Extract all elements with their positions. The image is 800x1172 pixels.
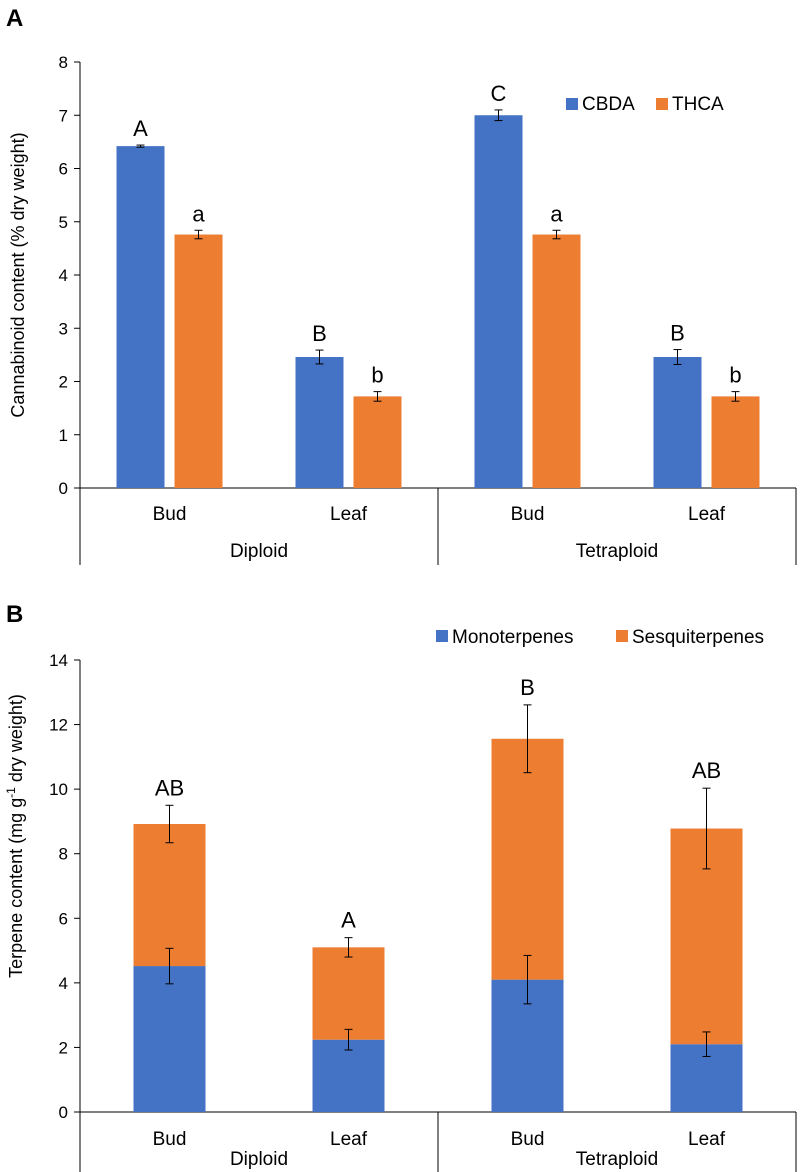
significance-letter: B bbox=[312, 321, 327, 346]
legend-swatch-sesquiterpenes bbox=[616, 630, 628, 642]
significance-letter: AB bbox=[155, 775, 184, 800]
bar-thca bbox=[353, 396, 402, 488]
group-label-b: Diploid bbox=[230, 1149, 288, 1170]
panel-label-b: B bbox=[6, 601, 23, 628]
panel-label-a: A bbox=[6, 5, 23, 32]
group-label-b: Tetraploid bbox=[576, 1149, 658, 1170]
significance-letter: A bbox=[341, 908, 356, 933]
category-label-a: Bud bbox=[153, 504, 187, 525]
significance-letter: a bbox=[192, 201, 205, 226]
y-tick-label-a: 5 bbox=[59, 213, 68, 232]
chart-b: 0 2 4 6 8 10 12 14 Bud Leaf Diploid Bud Leaf Tetraplo… bbox=[49, 627, 797, 1172]
group-label-a: Diploid bbox=[230, 541, 288, 562]
category-label-b: Leaf bbox=[330, 1129, 368, 1150]
significance-letter: b bbox=[729, 363, 741, 388]
bar-thca bbox=[174, 234, 223, 488]
y-tick-label-a: 1 bbox=[59, 426, 68, 445]
legend-label-cbda: CBDA bbox=[582, 94, 635, 115]
y-tick-label-b: 8 bbox=[59, 845, 68, 864]
category-label-a: Leaf bbox=[688, 504, 726, 525]
y-tick-label-a: 6 bbox=[59, 160, 68, 179]
significance-letter: A bbox=[133, 116, 148, 141]
y-tick-label-a: 3 bbox=[59, 319, 68, 338]
legend-swatch-cbda bbox=[566, 98, 578, 110]
bar-thca bbox=[711, 396, 760, 488]
y-axis-label-b-end: dry weight) bbox=[6, 694, 26, 787]
y-tick-label-b: 10 bbox=[49, 780, 68, 799]
y-tick-label-b: 6 bbox=[59, 909, 68, 928]
significance-letter: AB bbox=[692, 758, 721, 783]
legend-label-sesquiterpenes: Sesquiterpenes bbox=[632, 627, 764, 648]
bar-cbda bbox=[295, 357, 344, 488]
y-tick-label-a: 8 bbox=[59, 53, 68, 72]
bar-segment-sesquiterpenes bbox=[312, 947, 385, 1040]
y-axis-label-b-main: Terpene content (mg g bbox=[6, 798, 26, 978]
legend-swatch-monoterpenes bbox=[436, 630, 448, 642]
y-tick-label-b: 2 bbox=[59, 1038, 68, 1057]
significance-letter: C bbox=[491, 81, 507, 106]
y-tick-label-a: 2 bbox=[59, 373, 68, 392]
legend-label-thca: THCA bbox=[672, 94, 724, 115]
category-label-a: Leaf bbox=[330, 504, 368, 525]
significance-letter: a bbox=[550, 201, 563, 226]
bar-segment-monoterpenes bbox=[312, 1039, 385, 1112]
bar-cbda bbox=[116, 146, 165, 488]
y-tick-label-b: 14 bbox=[49, 651, 68, 670]
chart-a: 0 1 2 3 4 5 6 7 8 Bud Leaf Diploid Bud Leaf Tetraploid… bbox=[59, 53, 797, 565]
y-tick-label-b: 4 bbox=[59, 974, 68, 993]
group-label-a: Tetraploid bbox=[576, 541, 658, 562]
y-tick-label-b: 0 bbox=[59, 1103, 68, 1122]
bar-segment-monoterpenes bbox=[133, 966, 206, 1112]
significance-letter: B bbox=[520, 675, 535, 700]
legend-swatch-thca bbox=[656, 98, 668, 110]
bar-cbda bbox=[653, 357, 702, 488]
bar-thca bbox=[532, 234, 581, 488]
bar-cbda bbox=[474, 115, 523, 488]
y-tick-label-a: 0 bbox=[59, 479, 68, 498]
category-label-b: Bud bbox=[153, 1129, 187, 1150]
y-tick-label-a: 7 bbox=[59, 106, 68, 125]
legend-label-monoterpenes: Monoterpenes bbox=[452, 627, 573, 648]
significance-letter: b bbox=[371, 363, 383, 388]
category-label-b: Bud bbox=[511, 1129, 545, 1150]
y-axis-label-b-sup: -1 bbox=[4, 787, 18, 798]
significance-letter: B bbox=[670, 321, 685, 346]
category-label-b: Leaf bbox=[688, 1129, 726, 1150]
category-label-a: Bud bbox=[511, 504, 545, 525]
y-tick-label-b: 12 bbox=[49, 716, 68, 735]
y-tick-label-a: 4 bbox=[59, 266, 68, 285]
y-axis-label-a: Cannabinoid content (% dry weight) bbox=[8, 132, 28, 417]
bar-segment-sesquiterpenes bbox=[491, 738, 564, 980]
y-axis-label-b: Terpene content (mg g-1 dry weight) bbox=[4, 694, 26, 978]
bar-segment-sesquiterpenes bbox=[133, 824, 206, 967]
